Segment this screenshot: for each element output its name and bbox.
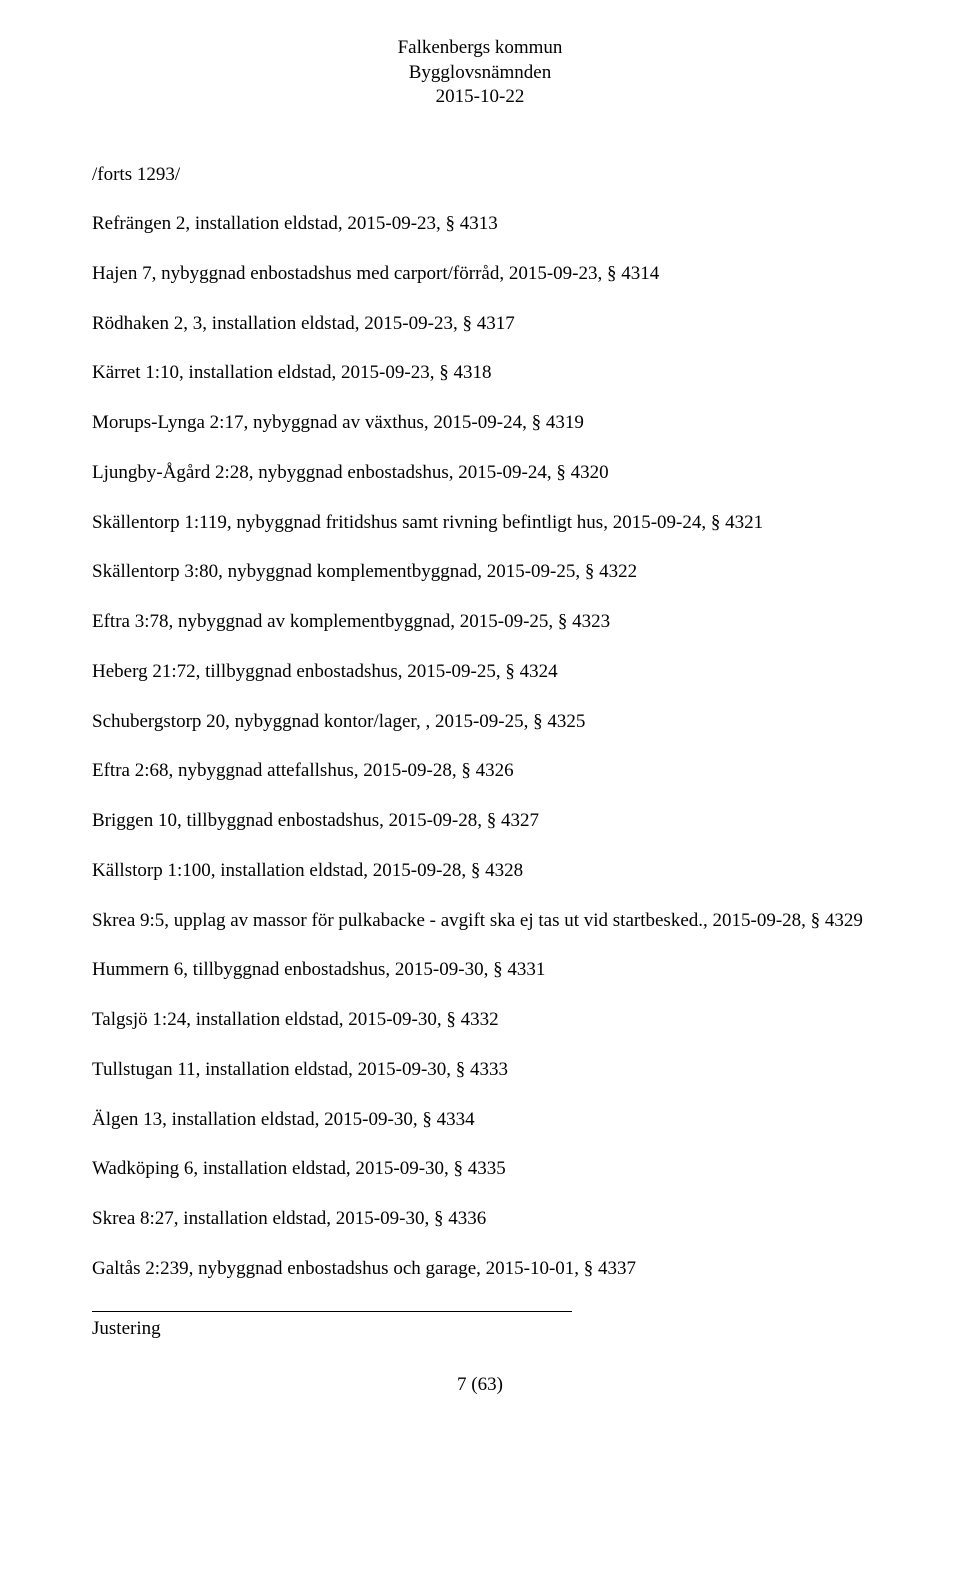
entry-item: Refrängen 2, installation eldstad, 2015-…	[92, 212, 868, 236]
entry-item: Källstorp 1:100, installation eldstad, 2…	[92, 859, 868, 883]
entry-item: Skrea 9:5, upplag av massor för pulkabac…	[92, 909, 868, 933]
entry-item: Schubergstorp 20, nybyggnad kontor/lager…	[92, 710, 868, 734]
footer-label: Justering	[92, 1318, 868, 1340]
entry-item: Tullstugan 11, installation eldstad, 201…	[92, 1058, 868, 1082]
entry-item: Eftra 3:78, nybyggnad av komplementbyggn…	[92, 610, 868, 634]
entry-item: Ljungby-Ågård 2:28, nybyggnad enbostadsh…	[92, 461, 868, 485]
entry-item: Talgsjö 1:24, installation eldstad, 2015…	[92, 1008, 868, 1032]
document-header: Falkenbergs kommun Bygglovsnämnden 2015-…	[92, 36, 868, 110]
entry-item: Morups-Lynga 2:17, nybyggnad av växthus,…	[92, 411, 868, 435]
entry-item: Skällentorp 3:80, nybyggnad komplementby…	[92, 560, 868, 584]
page-number: 7 (63)	[92, 1374, 868, 1396]
entry-item: Wadköping 6, installation eldstad, 2015-…	[92, 1157, 868, 1181]
entry-item: Älgen 13, installation eldstad, 2015-09-…	[92, 1108, 868, 1132]
header-line-1: Falkenbergs kommun	[92, 36, 868, 61]
footer-divider	[92, 1311, 572, 1312]
entry-item: Rödhaken 2, 3, installation eldstad, 201…	[92, 312, 868, 336]
entry-item: Hajen 7, nybyggnad enbostadshus med carp…	[92, 262, 868, 286]
document-page: Falkenbergs kommun Bygglovsnämnden 2015-…	[0, 0, 960, 1595]
entry-item: Eftra 2:68, nybyggnad attefallshus, 2015…	[92, 759, 868, 783]
header-line-2: Bygglovsnämnden	[92, 61, 868, 86]
entry-item: Skällentorp 1:119, nybyggnad fritidshus …	[92, 511, 868, 535]
section-heading: /forts 1293/	[92, 164, 868, 186]
entry-item: Briggen 10, tillbyggnad enbostadshus, 20…	[92, 809, 868, 833]
entry-item: Heberg 21:72, tillbyggnad enbostadshus, …	[92, 660, 868, 684]
entry-item: Kärret 1:10, installation eldstad, 2015-…	[92, 361, 868, 385]
entry-item: Skrea 8:27, installation eldstad, 2015-0…	[92, 1207, 868, 1231]
entry-item: Hummern 6, tillbyggnad enbostadshus, 201…	[92, 958, 868, 982]
entry-item: Galtås 2:239, nybyggnad enbostadshus och…	[92, 1257, 868, 1281]
header-line-3: 2015-10-22	[92, 85, 868, 110]
